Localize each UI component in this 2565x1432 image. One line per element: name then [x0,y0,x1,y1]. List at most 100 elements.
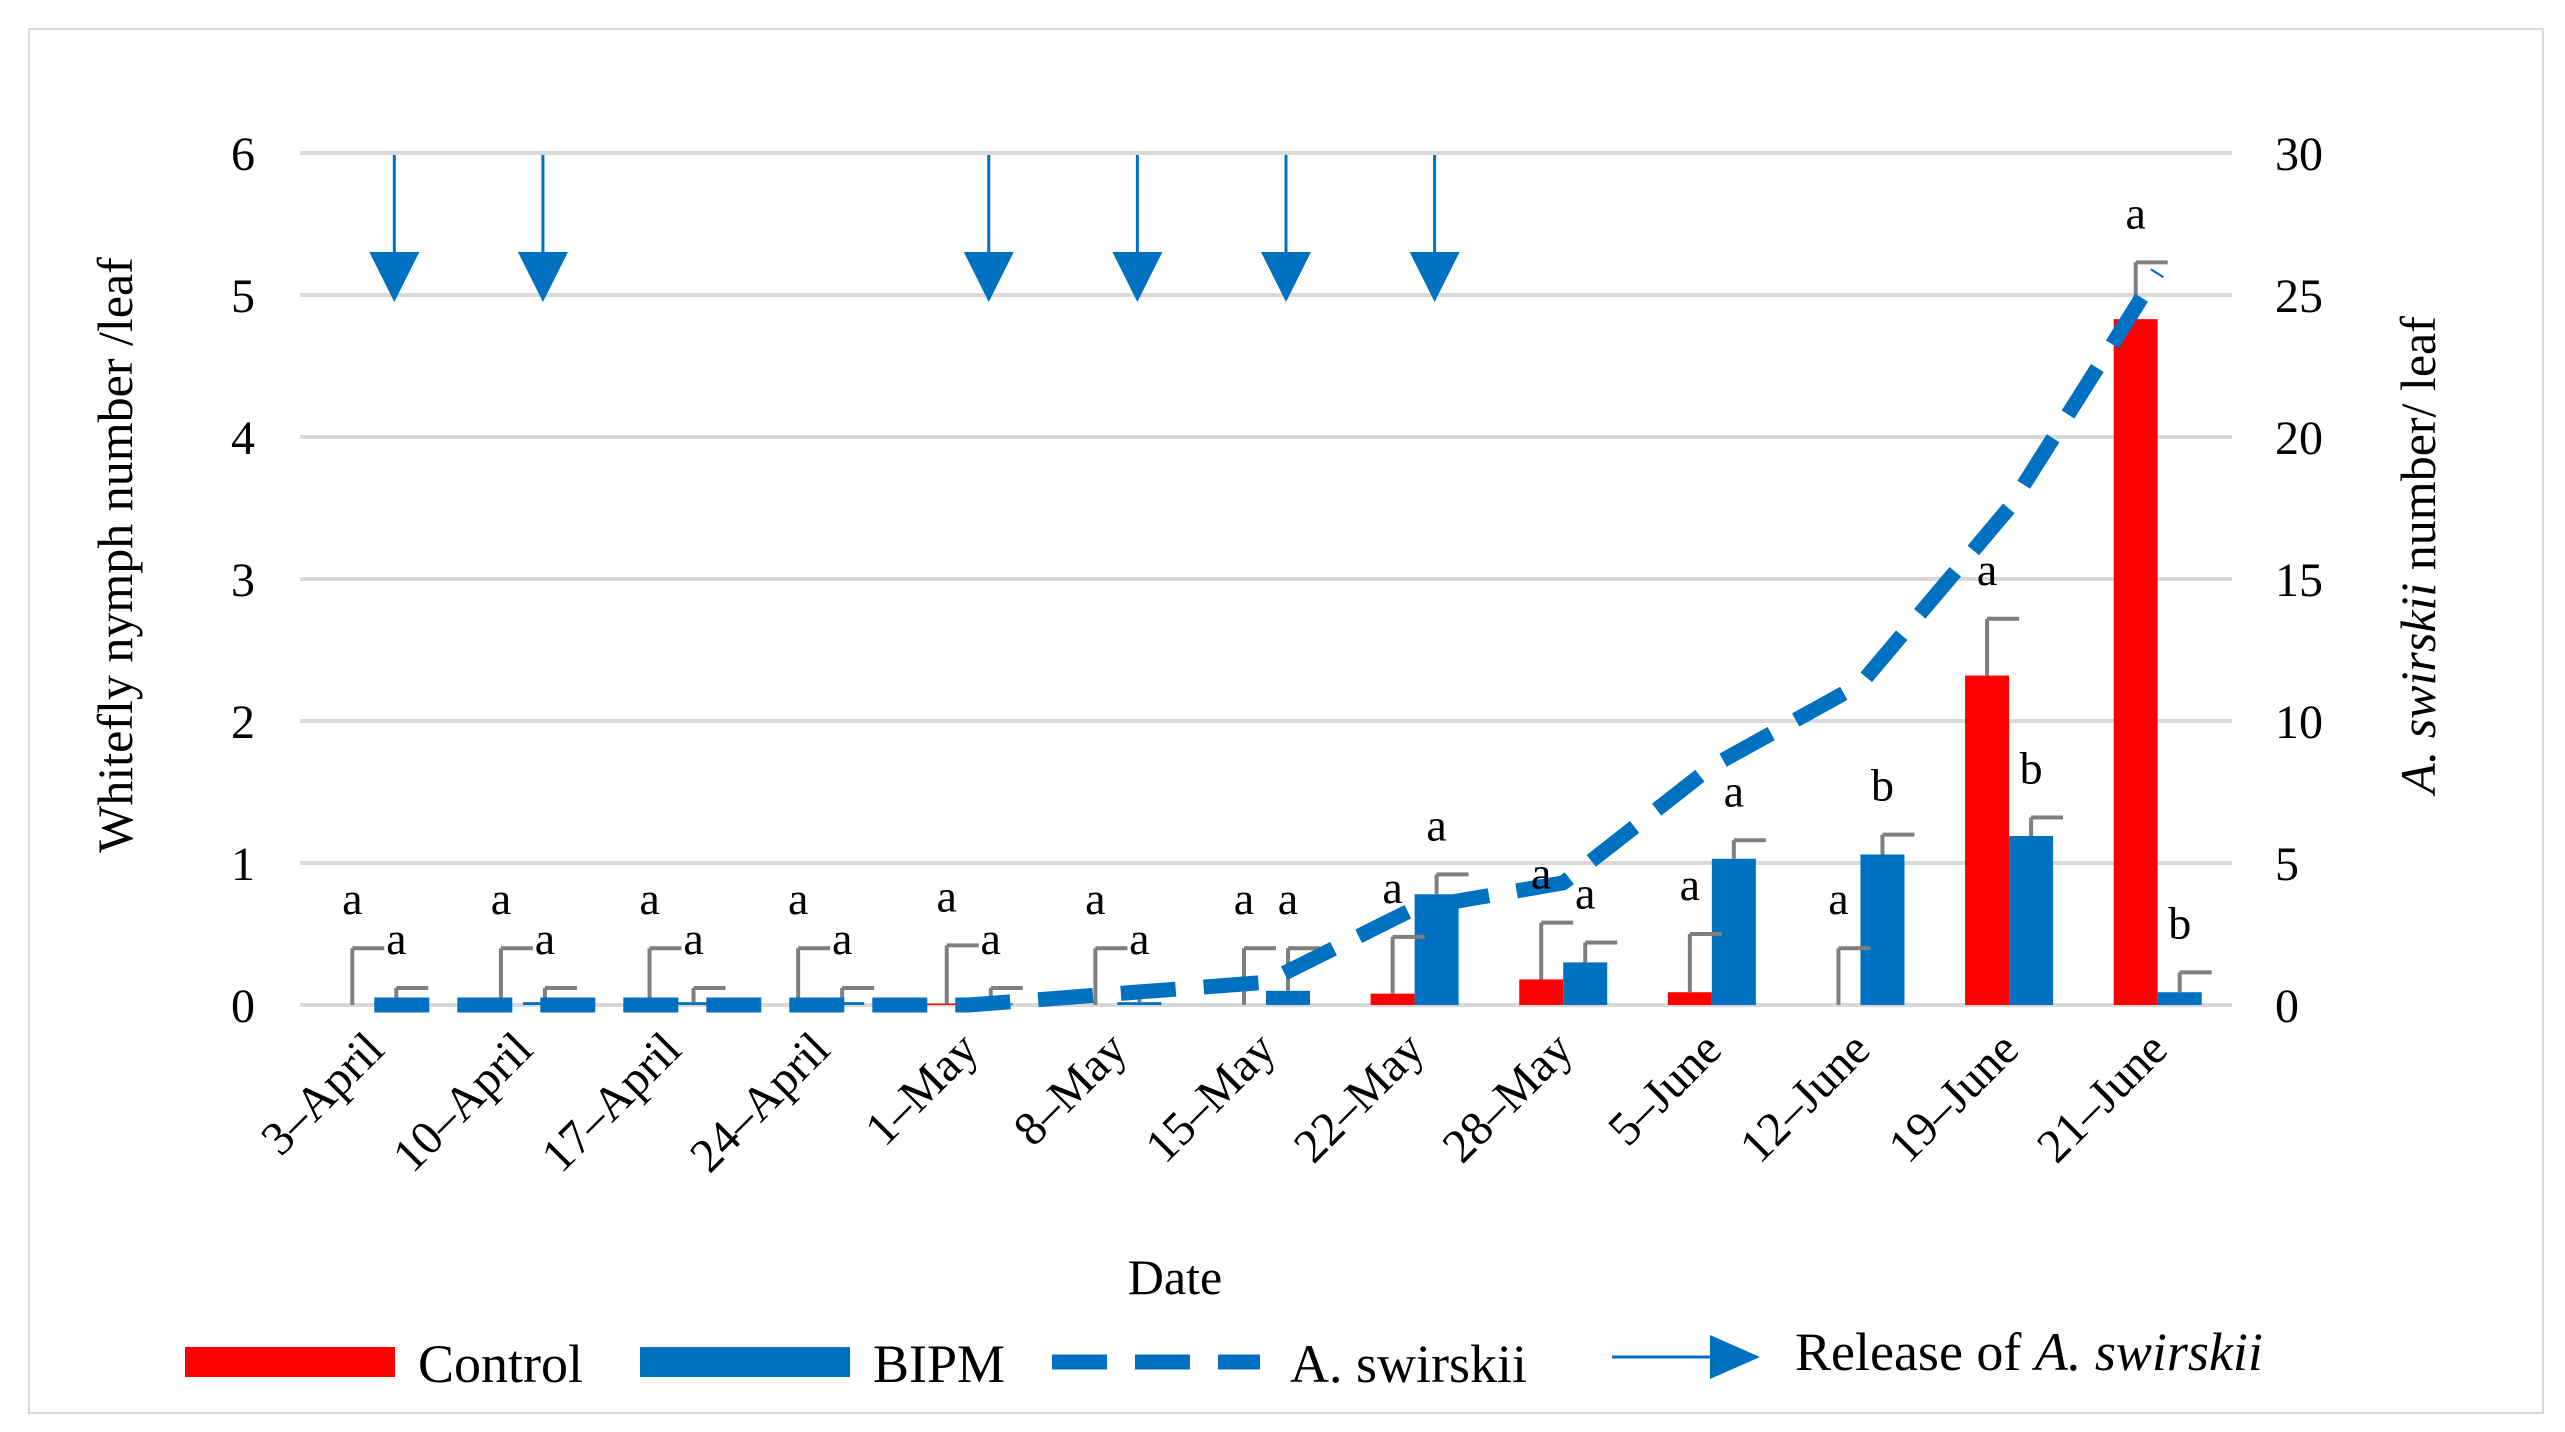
x-tick-label: 28–May [1432,1022,1583,1173]
y-tick-label: 1 [231,838,255,891]
significance-label-bipm: a [386,913,406,964]
release-arrowhead [963,252,1014,302]
y-axis-ticks: 0 1 2 3 4 5 6 [231,128,255,1033]
bar-bipm [671,1002,716,1005]
y2-tick-label: 25 [2275,270,2323,323]
bar-bipm [1563,962,1608,1005]
legend-swirskii-label: A. swirskii [1290,1334,1527,1394]
y-tick-label: 2 [231,696,255,749]
bar-bipm [2157,992,2202,1005]
release-arrowhead [1409,252,1460,302]
significance-label-bipm: a [832,913,852,964]
release-arrowhead [517,252,568,302]
x-tick-label: 8–May [1004,1022,1138,1156]
release-arrowhead [1112,252,1163,302]
y2-axis-title: A. swirskii number/ leaf [2390,316,2446,797]
y-tick-label: 0 [231,980,255,1033]
y-tick-label: 6 [231,128,255,181]
y-tick-label: 4 [231,412,255,465]
x-tick-label: 10–April [383,1022,543,1182]
swirskii-line [374,268,2165,1013]
significance-label-bipm: a [1426,799,1446,850]
y2-tick-label: 0 [2275,980,2299,1033]
significance-label-control: a [1828,873,1848,924]
bar-control [924,1003,969,1005]
legend-bipm-swatch [640,1347,850,1377]
significance-label-control: a [1977,544,1997,595]
legend-release-arrowhead [1710,1335,1760,1379]
significance-label-control: a [342,873,362,924]
bar-control [1370,993,1415,1005]
x-tick-label: 12–June [1730,1022,1881,1173]
significance-label-bipm: a [1575,868,1595,919]
bar-control [1667,992,1712,1005]
significance-label-control: a [788,873,808,924]
significance-label-control: a [937,870,957,921]
x-tick-label: 24–April [680,1022,840,1182]
chart-frame [28,28,2544,1414]
significance-label-bipm: a [981,913,1001,964]
y2-tick-label: 30 [2275,128,2323,181]
x-tick-label: 17–April [531,1022,691,1182]
significance-label-bipm: a [1278,873,1298,924]
legend-release-italic: A. swirskii [2032,1322,2263,1382]
significance-label-bipm: b [2168,897,2191,948]
bar-bipm [1414,894,1459,1005]
x-tick-label: 15–May [1135,1022,1286,1173]
bars [374,319,2202,1005]
legend-release-prefix: Release of [1795,1322,2035,1382]
significance-label-bipm: a [1129,913,1149,964]
x-tick-label: 3–April [251,1022,394,1165]
bar-control [1965,675,2010,1005]
significance-label-control: a [491,873,511,924]
bar-bipm [1117,1002,1162,1005]
y-tick-label: 5 [231,270,255,323]
significance-label-control: a [1085,873,1105,924]
y2-tick-label: 5 [2275,838,2299,891]
significance-label-bipm: a [1724,765,1744,816]
x-axis-title: Date [1128,1249,1222,1305]
y2-tick-label: 20 [2275,412,2323,465]
error-bars [350,260,2212,1005]
y2-tick-label: 15 [2275,554,2323,607]
significance-label-bipm: a [683,913,703,964]
significance-label-control: a [639,873,659,924]
x-tick-label: 22–May [1284,1022,1435,1173]
y2-axis-ticks: 0 5 10 15 20 25 30 [2275,128,2323,1033]
bar-control [1519,979,1564,1005]
bar-bipm [1711,858,1756,1005]
legend-control-swatch [185,1347,395,1377]
x-tick-label: 5–June [1598,1022,1732,1156]
legend-control-label: Control [418,1334,583,1394]
bar-bipm [2009,836,2054,1005]
significance-label-control: a [1531,848,1551,899]
gridlines [300,151,2232,1007]
bar-bipm [1860,854,1905,1005]
x-tick-label: 19–June [1878,1022,2029,1173]
bar-bipm [1266,990,1310,1005]
significance-label-control: a [1680,859,1700,910]
bar-control [2113,319,2158,1005]
y-tick-label: 3 [231,554,255,607]
significance-label-control: a [1382,862,1402,913]
y2-tick-label: 10 [2275,696,2323,749]
release-arrowhead [1261,252,1311,302]
significance-label-bipm: b [2020,743,2043,794]
legend-bipm-label: BIPM [873,1334,1005,1394]
y-axis-title: Whitefly nymph number /leaf [87,257,143,853]
x-tick-label: 21–June [2027,1022,2178,1173]
y2-axis-title-rest: number/ leaf [2390,316,2446,583]
release-arrowhead [369,252,420,302]
significance-label-control: a [2125,187,2145,238]
release-arrows [369,155,1460,302]
legend: Control BIPM A. swirskii Release of A. s… [185,1322,2263,1394]
legend-release-label: Release of A. swirskii [1795,1322,2263,1382]
significance-label-bipm: a [535,913,555,964]
significance-label-control: a [1234,873,1254,924]
significance-label-bipm: b [1871,760,1894,811]
y2-axis-title-italic: A. swirskii [2390,583,2446,797]
x-tick-label: 1–May [855,1022,989,1156]
